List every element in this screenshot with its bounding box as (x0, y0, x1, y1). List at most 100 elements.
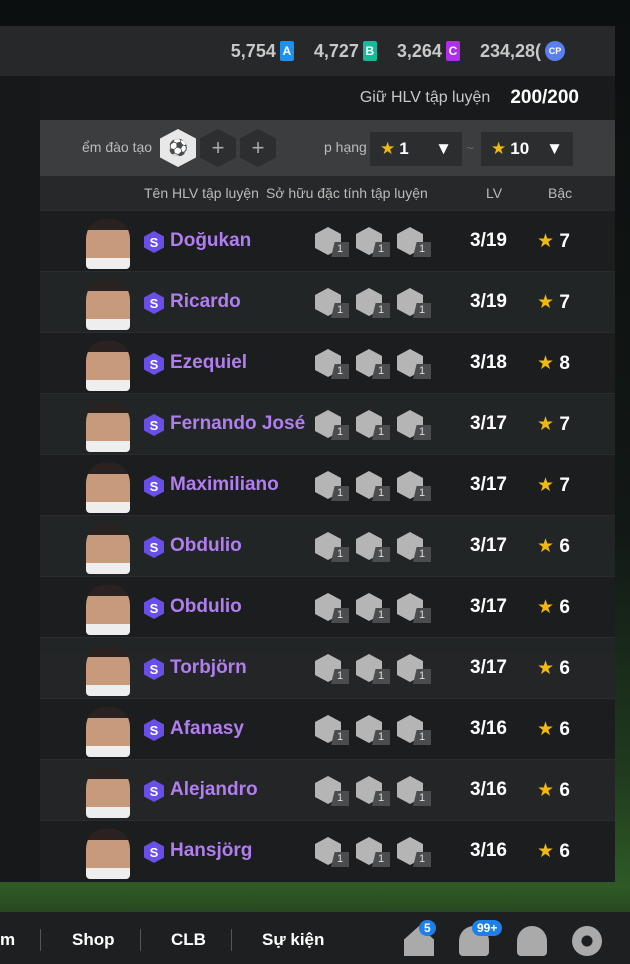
star-icon: ★ (537, 231, 555, 252)
add-training-slot-button[interactable]: + (200, 129, 236, 167)
header-traits[interactable]: Sở hữu đặc tính tập luyện (266, 185, 428, 201)
rank-from-value: 1 (399, 139, 409, 158)
rank-from-select[interactable]: ★ 1 ▼ (370, 132, 462, 166)
trait-level: 1 (372, 425, 390, 440)
coach-level: 3/19 (470, 230, 507, 251)
table-row[interactable]: S Fernando José 1 1 1 3/17 ★ 7 (40, 393, 615, 454)
table-row[interactable]: S Alejandro 1 1 1 3/16 ★ 6 (40, 759, 615, 820)
table-row[interactable]: S Doğukan 1 1 1 3/19 ★ 7 (40, 210, 615, 271)
coach-name: Maximiliano (170, 474, 279, 495)
trait-level: 1 (372, 303, 390, 318)
currency-a: 5,754 A (231, 41, 294, 62)
trait-list: 1 1 1 (315, 349, 431, 379)
currency-c-icon: C (445, 41, 460, 61)
rank-to-select[interactable]: ★ 10 ▼ (481, 132, 573, 166)
trait-list: 1 1 1 (315, 593, 431, 623)
header-lv[interactable]: LV (486, 185, 503, 201)
vision-icon: 1 (315, 532, 349, 562)
vision-icon: 1 (315, 227, 349, 257)
nav-item[interactable]: m (0, 930, 16, 949)
coach-name: Ricardo (170, 291, 241, 312)
divider (140, 929, 141, 951)
vision-icon: 1 (315, 654, 349, 684)
shield-ball-icon: 1 (356, 288, 390, 318)
trait-list: 1 1 1 (315, 654, 431, 684)
gear-icon[interactable] (572, 926, 602, 956)
coach-level: 3/17 (470, 657, 507, 678)
trait-level: 1 (331, 791, 349, 806)
training-slot-filled[interactable]: ⚽ (160, 129, 196, 167)
rank-to-value: 10 (510, 139, 530, 158)
trait-level: 1 (372, 547, 390, 562)
star-icon: ★ (537, 536, 555, 557)
grade-value: 7 (559, 414, 570, 435)
trait-level: 1 (372, 730, 390, 745)
vision-icon: 1 (315, 715, 349, 745)
grade-s-badge-icon: S (144, 658, 164, 680)
coach-level: 3/19 (470, 291, 507, 312)
trait-level: 1 (372, 669, 390, 684)
grade-value: 6 (559, 597, 570, 618)
coach-grade: ★ 6 (537, 840, 570, 863)
star-icon: ★ (537, 353, 555, 374)
table-row[interactable]: S Hansjörg 1 1 1 3/16 ★ 6 (40, 820, 615, 881)
tackle-icon: 1 (315, 410, 349, 440)
avatar (86, 219, 130, 269)
table-row[interactable]: S Afanasy 1 1 1 3/16 ★ 6 (40, 698, 615, 759)
vision-icon: 1 (315, 349, 349, 379)
trait-level: 1 (413, 547, 431, 562)
trait-level: 1 (331, 730, 349, 745)
trait-level: 1 (331, 669, 349, 684)
header-name[interactable]: Tên HLV tập luyện (144, 185, 259, 201)
trait-level: 1 (331, 242, 349, 257)
coach-grade: ★ 8 (537, 352, 570, 375)
profile-icon[interactable] (517, 926, 547, 956)
coach-name: Fernando José (170, 413, 306, 434)
table-row[interactable]: S Obdulio 1 1 1 3/17 ★ 6 (40, 515, 615, 576)
nav-shop[interactable]: Shop (72, 930, 115, 949)
table-row[interactable]: S Ricardo 1 1 1 3/19 ★ 7 (40, 271, 615, 332)
table-row[interactable]: S Ezequiel 1 1 1 3/18 ★ 8 (40, 332, 615, 393)
table-row[interactable]: S Maximiliano 1 1 1 3/17 ★ 7 (40, 454, 615, 515)
coach-level: 3/17 (470, 474, 507, 495)
trait-level: 1 (372, 608, 390, 623)
add-training-slot-button[interactable]: + (240, 129, 276, 167)
ball-kick-icon: 1 (356, 471, 390, 501)
trait-level: 1 (372, 242, 390, 257)
trait-list: 1 1 1 (315, 837, 431, 867)
header-grade[interactable]: Bậc (548, 185, 573, 201)
trait-list: 1 1 1 (315, 410, 431, 440)
star-icon: ★ (537, 780, 555, 801)
dropdown-arrow-icon: ▼ (435, 139, 452, 158)
table-row[interactable]: S Torbjörn 1 1 1 3/17 ★ 6 (40, 637, 615, 698)
nav-events[interactable]: Sự kiện (262, 930, 325, 949)
training-label: ểm đào tạo (82, 139, 153, 155)
currency-value: 3,264 (396, 40, 442, 61)
header-icon: 1 (397, 715, 431, 745)
cp-coin-icon: CP (545, 41, 565, 61)
avatar (86, 280, 130, 330)
currency-b: 4,727 B (314, 41, 377, 62)
star-icon: ★ (537, 841, 555, 862)
divider (40, 929, 41, 951)
grade-s-badge-icon: S (144, 719, 164, 741)
coach-level: 3/16 (470, 840, 507, 861)
left-panel (0, 76, 40, 882)
grade-s-badge-icon: S (144, 231, 164, 253)
currency-bar: 5,754 A 4,727 B 3,264 C 234,28(CP (0, 26, 615, 76)
grade-value: 6 (559, 658, 570, 679)
table-row[interactable]: S Obdulio 1 1 1 3/17 ★ 6 (40, 576, 615, 637)
coach-grade: ★ 7 (537, 474, 570, 497)
trait-level: 1 (372, 486, 390, 501)
runner-icon: 1 (397, 349, 431, 379)
currency-b-icon: B (362, 41, 377, 61)
grade-s-badge-icon: S (144, 841, 164, 863)
coach-level: 3/17 (470, 413, 507, 434)
nav-clb[interactable]: CLB (171, 930, 206, 949)
ball-kick-icon: 1 (356, 349, 390, 379)
coach-list-panel: Giữ HLV tập luyện 200/200 ểm đào tạo ⚽ +… (40, 76, 615, 882)
shield-ball-icon: 1 (356, 654, 390, 684)
star-icon: ★ (537, 414, 555, 435)
trait-level: 1 (331, 425, 349, 440)
grade-s-badge-icon: S (144, 353, 164, 375)
